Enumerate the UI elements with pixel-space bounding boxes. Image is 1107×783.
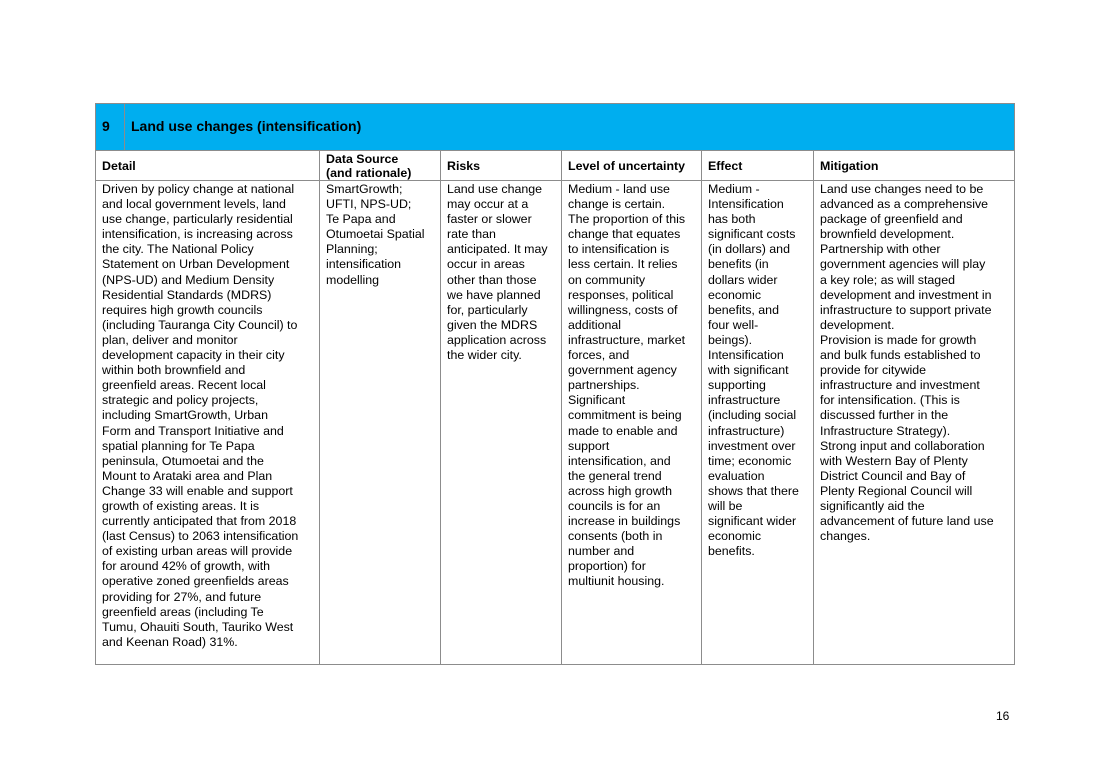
section-title: Land use changes (intensification)	[123, 103, 1016, 151]
section-number: 9	[95, 103, 125, 151]
table-row: Driven by policy change at national and …	[95, 180, 1016, 665]
cell-risks: Land use change may occur at a faster or…	[440, 180, 562, 665]
cell-detail: Driven by policy change at national and …	[95, 180, 320, 665]
cell-effect: Medium - Intensification has both signif…	[701, 180, 814, 665]
header-risks: Risks	[440, 150, 562, 181]
header-effect: Effect	[701, 150, 814, 181]
column-header-row: Detail Data Source (and rationale) Risks…	[95, 150, 1016, 181]
page-number: 16	[996, 709, 1010, 723]
header-data-source: Data Source (and rationale)	[319, 150, 441, 181]
risk-table: 9 Land use changes (intensification) Det…	[95, 103, 1016, 665]
header-level-of-uncertainty: Level of uncertainty	[561, 150, 702, 181]
header-mitigation: Mitigation	[812, 150, 1016, 181]
section-header-row: 9 Land use changes (intensification)	[95, 103, 1016, 151]
header-detail: Detail	[95, 150, 320, 181]
cell-mitigation: Land use changes need to be advanced as …	[812, 180, 1016, 665]
cell-data-source: SmartGrowth; UFTI, NPS-UD; Te Papa and O…	[319, 180, 441, 665]
cell-level-of-uncertainty: Medium - land use change is certain. The…	[561, 180, 702, 665]
